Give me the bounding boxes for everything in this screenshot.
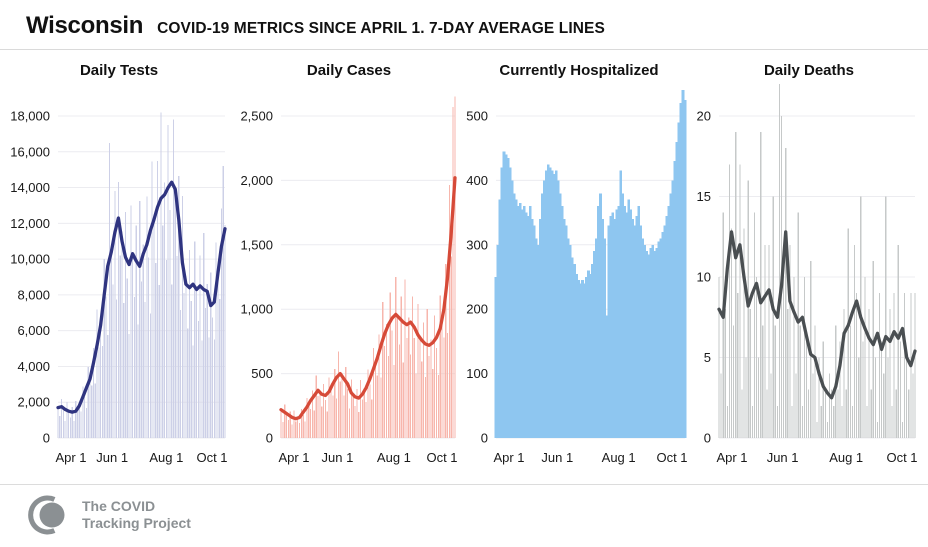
header: Wisconsin COVID-19 METRICS SINCE APRIL 1… [0,0,928,50]
svg-text:2,000: 2,000 [17,395,50,410]
chart-daily-tests: Daily Tests 0 2,000 4,000 6,000 8,000 10,000 1… [4,52,234,484]
covid-tracking-project-logo-icon [28,495,65,535]
svg-text:18,000: 18,000 [10,109,50,124]
svg-text:100: 100 [466,366,488,381]
svg-text:Apr 1: Apr 1 [278,450,309,465]
svg-text:200: 200 [466,302,488,317]
chart-title: Daily Deaths [763,62,855,79]
chart-currently-hospitalized: Currently Hospitalized 0 100 200 300 400 500 A… [464,52,694,484]
svg-text:Aug 1: Aug 1 [602,450,636,465]
header-subtitle: COVID-19 METRICS SINCE APRIL 1. 7-DAY AV… [157,20,605,37]
svg-text:1,000: 1,000 [240,302,273,317]
svg-text:20: 20 [697,109,711,124]
chart-title: Currently Hospitalized [499,62,659,79]
charts-row: Daily Tests 0 2,000 4,000 6,000 8,000 10,000 1… [0,50,928,484]
svg-text:300: 300 [466,237,488,252]
svg-text:Aug 1: Aug 1 [829,450,863,465]
svg-text:Aug 1: Aug 1 [377,450,411,465]
chart-canvas-currently-hospitalized: 0 100 200 300 400 500 Apr 1 Jun 1 Aug 1 Oct 1 [466,90,688,465]
svg-text:500: 500 [466,109,488,124]
svg-text:Jun 1: Jun 1 [767,450,799,465]
svg-text:10: 10 [697,270,711,285]
region-title: Wisconsin [26,12,144,39]
svg-text:Oct 1: Oct 1 [656,450,687,465]
chart-daily-deaths: Daily Deaths 0 5 10 15 20 Apr 1 Jun 1 Aug 1 Oct … [694,52,924,484]
logo-text: The COVID Tracking Project [82,498,191,533]
svg-text:Apr 1: Apr 1 [716,450,747,465]
footer: The COVID Tracking Project [0,484,928,538]
svg-text:12,000: 12,000 [10,216,50,231]
svg-text:400: 400 [466,173,488,188]
chart-title: Daily Cases [306,62,392,79]
chart-daily-cases: Daily Cases 0 500 1,000 1,500 2,000 2,500 Apr … [234,52,464,484]
svg-text:14,000: 14,000 [10,180,50,195]
svg-text:0: 0 [481,431,488,446]
svg-text:0: 0 [704,431,711,446]
svg-text:2,500: 2,500 [240,109,273,124]
svg-text:Jun 1: Jun 1 [541,450,573,465]
logo-text-line2: Tracking Project [82,515,191,531]
chart-title: Daily Tests [79,62,159,79]
svg-text:Jun 1: Jun 1 [96,450,128,465]
svg-text:Oct 1: Oct 1 [886,450,917,465]
svg-text:Oct 1: Oct 1 [426,450,457,465]
svg-text:0: 0 [43,431,50,446]
svg-text:6,000: 6,000 [17,323,50,338]
svg-text:15: 15 [697,189,711,204]
svg-text:8,000: 8,000 [17,287,50,302]
chart-canvas-daily-tests: 0 2,000 4,000 6,000 8,000 10,000 12,000 14,000 1… [10,109,227,466]
svg-text:500: 500 [251,366,273,381]
chart-canvas-daily-deaths: 0 5 10 15 20 Apr 1 Jun 1 Aug 1 Oct 1 [697,84,918,465]
svg-text:10,000: 10,000 [10,252,50,267]
svg-text:Jun 1: Jun 1 [322,450,354,465]
svg-text:16,000: 16,000 [10,144,50,159]
svg-text:Apr 1: Apr 1 [55,450,86,465]
svg-text:Apr 1: Apr 1 [493,450,524,465]
svg-text:4,000: 4,000 [17,359,50,374]
svg-text:5: 5 [704,350,711,365]
svg-text:2,000: 2,000 [240,173,273,188]
svg-text:Oct 1: Oct 1 [196,450,227,465]
chart-canvas-daily-cases: 0 500 1,000 1,500 2,000 2,500 Apr 1 Jun 1 Aug 1 O… [240,96,458,465]
logo-text-line1: The COVID [82,497,156,514]
svg-text:1,500: 1,500 [240,237,273,252]
svg-text:Aug 1: Aug 1 [149,450,183,465]
svg-text:0: 0 [266,431,273,446]
